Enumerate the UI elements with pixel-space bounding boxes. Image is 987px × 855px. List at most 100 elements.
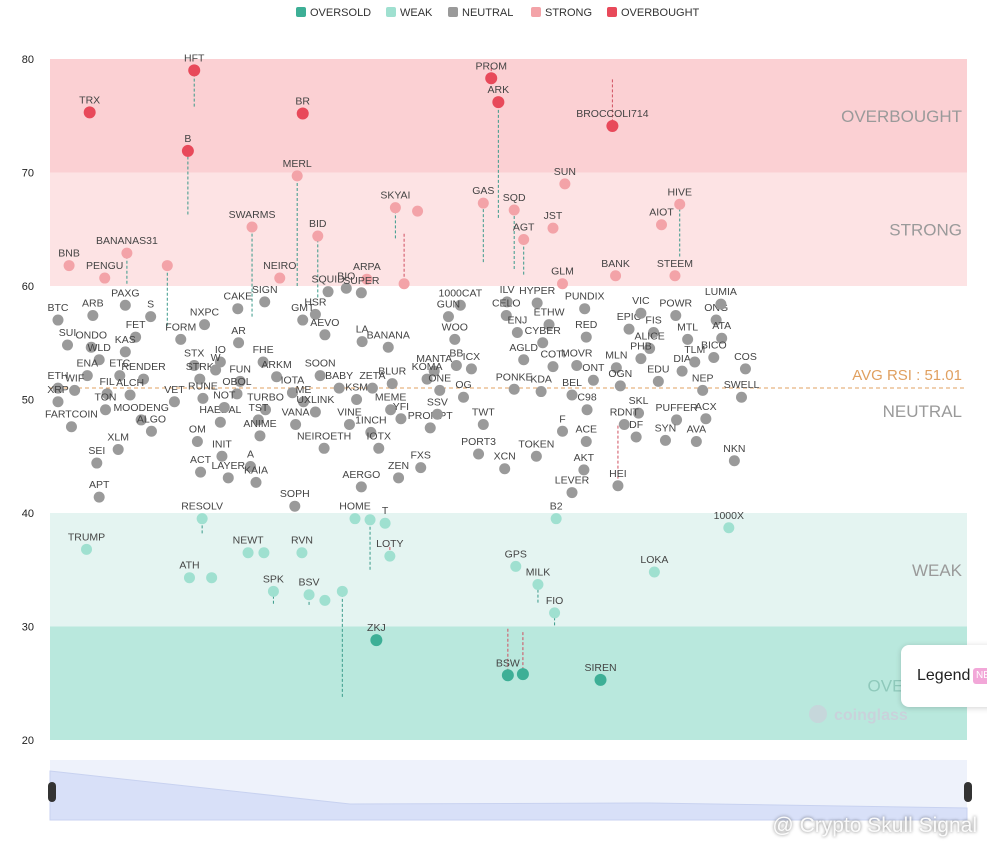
data-point <box>442 311 454 323</box>
data-point <box>196 513 208 525</box>
point-label: INIT <box>212 438 232 450</box>
data-point <box>252 414 264 426</box>
point-label: ARKM <box>261 359 291 371</box>
data-point <box>69 384 81 396</box>
data-point <box>676 365 688 377</box>
data-point <box>119 346 131 358</box>
point-label: HSR <box>304 296 327 308</box>
point-label: SUN <box>554 166 576 178</box>
point-label: PHB <box>630 341 652 353</box>
point-label: NKN <box>723 443 745 455</box>
y-tick-label: 50 <box>22 395 34 407</box>
point-label: TLM <box>684 344 705 356</box>
point-label: STEEM <box>657 258 693 270</box>
data-point <box>550 513 562 525</box>
data-point <box>715 298 727 310</box>
data-point <box>518 354 530 366</box>
point-label: ILV <box>500 284 515 296</box>
point-label: 1INCH <box>355 414 387 426</box>
data-point <box>458 391 470 403</box>
coinglass-logo-icon <box>809 705 827 723</box>
data-point <box>114 370 126 382</box>
data-point <box>393 472 405 484</box>
range-slider-area <box>49 770 968 821</box>
y-tick-label: 60 <box>22 281 34 293</box>
point-label: GAS <box>472 185 494 197</box>
data-point <box>81 543 93 555</box>
point-label: ZETA <box>359 370 385 382</box>
legend-popup-tag[interactable]: NE <box>973 668 987 684</box>
zone-label-weak: WEAK <box>912 561 963 580</box>
data-point <box>135 414 147 426</box>
legend-popup[interactable]: Legend NE <box>901 645 987 707</box>
data-point <box>535 386 547 398</box>
data-point <box>510 560 522 572</box>
legend-label-strong: STRONG <box>545 7 592 19</box>
data-point <box>183 572 195 584</box>
point-label: AR <box>231 325 246 337</box>
data-point <box>260 404 272 416</box>
data-point <box>579 303 591 315</box>
data-point <box>501 296 513 308</box>
point-label: S <box>147 299 154 311</box>
point-label: VINE <box>337 406 362 418</box>
point-label: MOVR <box>561 347 593 359</box>
data-point <box>669 270 681 282</box>
zone-label-strong: STRONG <box>889 220 962 239</box>
data-point <box>618 418 630 430</box>
data-point <box>309 308 321 320</box>
point-label: EDU <box>647 363 669 375</box>
data-point <box>395 413 407 425</box>
point-label: BANANA <box>367 329 410 341</box>
data-point <box>319 594 331 606</box>
data-point <box>65 421 77 433</box>
point-label: NEIROETH <box>297 430 351 442</box>
data-point <box>145 311 157 323</box>
range-handle-right[interactable] <box>964 782 972 802</box>
point-label: BICO <box>701 340 727 352</box>
point-label: ETC <box>109 358 130 370</box>
data-point <box>233 337 245 349</box>
data-point <box>379 517 391 529</box>
point-label: MERL <box>283 158 312 170</box>
data-point <box>516 668 529 681</box>
data-point <box>119 299 131 311</box>
point-label: ARPA <box>353 261 381 273</box>
credit-watermark: @ Crypto Skull Signal <box>772 814 977 837</box>
data-point <box>355 481 367 493</box>
data-point <box>674 198 686 210</box>
data-point <box>370 634 383 647</box>
data-point <box>309 406 321 418</box>
point-label: KOMA <box>412 361 443 373</box>
data-point <box>723 522 735 534</box>
legend-swatch-oversold <box>296 7 306 17</box>
range-handle-left[interactable] <box>48 782 56 802</box>
data-point <box>485 72 498 85</box>
data-point <box>477 197 489 209</box>
point-label: FXS <box>411 450 431 462</box>
data-point <box>543 319 555 331</box>
point-label: AKT <box>574 452 595 464</box>
data-point <box>297 314 309 326</box>
data-point <box>532 579 544 591</box>
point-label: SYN <box>655 422 677 434</box>
point-label: VET <box>164 384 185 396</box>
point-label: TURBO <box>247 392 284 404</box>
data-point <box>250 476 262 488</box>
data-point <box>312 230 324 242</box>
data-point <box>710 314 722 326</box>
point-label: ACT <box>190 454 212 466</box>
data-point <box>434 384 446 396</box>
data-point <box>244 460 256 472</box>
data-point <box>473 448 485 460</box>
point-label: SSV <box>427 396 448 408</box>
point-label: TOKEN <box>518 438 554 450</box>
data-point <box>52 382 64 394</box>
data-point <box>195 466 207 478</box>
point-label: BSW <box>496 657 520 669</box>
data-point <box>610 362 622 374</box>
data-point <box>594 673 607 686</box>
point-label: MLN <box>605 350 627 362</box>
point-label: AERGO <box>342 469 380 481</box>
